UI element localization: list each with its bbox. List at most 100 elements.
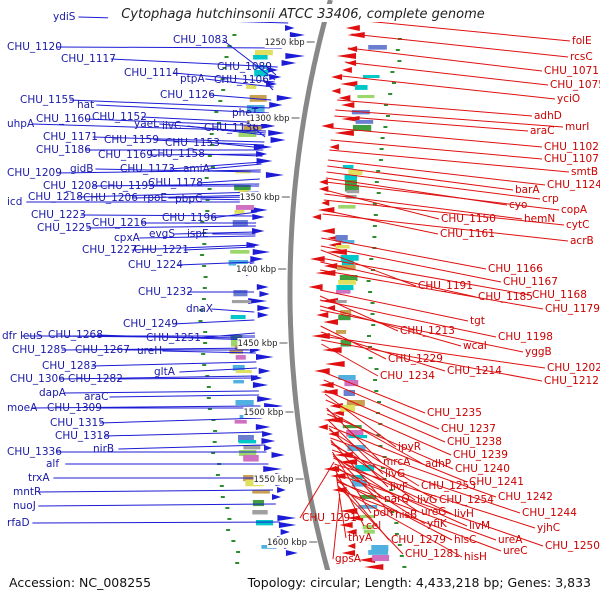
forward-gene-label: CHU_1283	[42, 360, 97, 372]
forward-gene-label: CHU_1251	[146, 332, 201, 344]
reverse-gene-label: crp	[542, 193, 559, 205]
reverse-gene-leader	[328, 427, 389, 488]
reverse-gene-leader	[334, 463, 536, 529]
reverse-gene-label: CHU_1212	[544, 375, 599, 387]
reverse-gene-arrow	[339, 522, 353, 528]
cog-block	[340, 310, 352, 315]
gc-mark	[206, 386, 211, 388]
forward-gene-arrow	[253, 144, 273, 150]
reverse-gene-label: CHU_1238	[447, 436, 502, 448]
cog-block	[372, 555, 390, 562]
forward-gene-label: CHU_1232	[138, 286, 193, 298]
gc-mark	[372, 203, 377, 205]
reverse-gene-label: CHU_1168	[532, 289, 587, 301]
gc-mark	[215, 474, 220, 476]
cog-block	[243, 445, 261, 450]
cog-block	[234, 420, 247, 424]
gc-mark	[376, 434, 381, 436]
reverse-gene-leader	[323, 379, 440, 430]
forward-gene-label: ptpA	[180, 73, 205, 85]
reverse-gene-leader	[321, 339, 543, 382]
forward-gene-leader	[187, 125, 266, 136]
forward-gene-arrow	[257, 312, 269, 318]
gc-mark	[390, 511, 395, 513]
forward-gene-label: CHU_1227	[82, 244, 137, 256]
cog-block	[335, 300, 347, 304]
forward-gene-leader	[118, 444, 266, 450]
gc-mark	[225, 507, 230, 509]
forward-gene-leader	[99, 417, 262, 424]
gc-mark	[205, 199, 210, 201]
reverse-gene-leader	[329, 429, 420, 487]
forward-gene-arrow	[269, 102, 283, 108]
forward-gene-label: CHU_1206	[83, 192, 138, 204]
reverse-gene-label: livM	[469, 520, 490, 532]
gc-mark	[207, 155, 212, 157]
gc-mark	[370, 302, 375, 304]
gc-mark	[374, 368, 379, 370]
reverse-gene-arrow	[347, 543, 356, 549]
forward-gene-leader	[69, 99, 270, 109]
tick-backdrop	[249, 113, 292, 124]
gc-mark	[372, 236, 377, 238]
gc-mark	[211, 452, 216, 454]
reverse-gene-arrow	[308, 284, 323, 290]
cog-block	[230, 315, 246, 320]
forward-gene-leader	[110, 58, 278, 68]
reverse-gene-label: hisC	[454, 534, 476, 546]
gc-mark	[376, 192, 381, 194]
forward-gene-label: leuS	[20, 330, 43, 342]
reverse-gene-arrow	[323, 263, 338, 269]
reverse-gene-leader	[326, 171, 541, 200]
gc-mark	[204, 177, 209, 179]
forward-gene-label: CHU_1186	[36, 144, 91, 156]
forward-gene-arrow	[252, 228, 265, 234]
reverse-gene-leader	[322, 213, 569, 242]
gc-mark	[384, 104, 388, 106]
reverse-gene-label: ipyR	[398, 441, 421, 453]
gc-mark	[376, 170, 381, 172]
forward-gene-leader	[97, 334, 256, 341]
cog-block	[235, 355, 246, 360]
reverse-gene-label: yjhC	[537, 522, 560, 534]
forward-gene-label: CHU_1171	[43, 131, 98, 143]
cog-block	[348, 435, 368, 439]
forward-gene-label: CHU_1083	[173, 34, 228, 46]
cog-block	[233, 290, 248, 297]
forward-gene-label: CHU_1126	[160, 89, 215, 101]
reverse-gene-label: CHU_1234	[380, 370, 435, 382]
reverse-gene-leader	[330, 437, 497, 498]
reverse-gene-leader	[337, 485, 404, 555]
forward-gene-label: CHU_1209	[7, 167, 62, 179]
gc-mark	[218, 100, 223, 102]
forward-gene-leader	[263, 79, 274, 91]
reverse-gene-leader	[338, 489, 502, 552]
cog-block	[359, 495, 376, 499]
cog-block	[235, 205, 254, 210]
reverse-gene-label: CHU_1214	[447, 365, 502, 377]
reverse-gene-label: barA	[515, 184, 540, 196]
gc-mark	[392, 82, 396, 84]
gc-mark	[212, 441, 217, 443]
reverse-gene-label: CHU_1213	[400, 325, 455, 337]
forward-gene-leader	[131, 244, 256, 251]
forward-gene-label: CHU_1178	[148, 177, 203, 189]
gc-mark	[373, 379, 378, 381]
reverse-gene-label: CHU_1254	[439, 494, 494, 506]
cog-block	[243, 125, 262, 131]
scale-tick-label: 1450 kbp	[237, 339, 277, 349]
forward-gene-leader	[59, 375, 258, 380]
forward-gene-label: dfr	[2, 330, 17, 342]
tick-backdrop	[243, 407, 286, 418]
reverse-gene-leader	[327, 413, 454, 470]
gc-mark	[368, 357, 373, 359]
reverse-gene-arrow	[325, 361, 345, 367]
forward-gene-label: CHU_1306	[10, 373, 65, 385]
gc-mark	[388, 93, 393, 95]
forward-gene-leader	[197, 178, 260, 184]
forward-gene-label: icd	[7, 196, 22, 208]
gc-mark	[210, 144, 215, 146]
reverse-gene-label: yfiK	[427, 518, 448, 530]
forward-gene-label: CHU_1120	[7, 41, 62, 53]
cog-block	[235, 370, 252, 374]
